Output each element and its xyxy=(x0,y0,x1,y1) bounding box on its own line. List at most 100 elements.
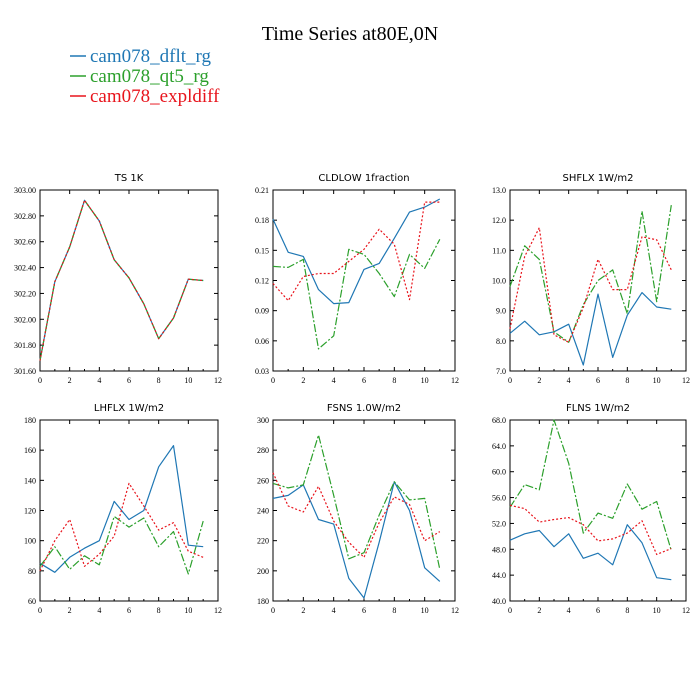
y-tick-label: 160 xyxy=(24,446,36,455)
series-line xyxy=(39,445,204,573)
y-tick-label: 52.0 xyxy=(492,519,506,528)
y-tick-label: 13.0 xyxy=(492,186,506,195)
x-tick-label: 8 xyxy=(625,376,629,385)
x-tick-label: 0 xyxy=(271,376,275,385)
x-tick-label: 2 xyxy=(301,376,305,385)
y-tick-label: 301.80 xyxy=(14,341,36,350)
x-tick-label: 2 xyxy=(68,376,72,385)
y-tick-label: 68.0 xyxy=(492,416,506,425)
chart-panel: FSNS 1.0W/m2 0 2 4 6 8 10 12 180 200 220 240 260 280 3… xyxy=(257,403,459,615)
x-tick-label: 6 xyxy=(127,606,131,615)
y-tick-label: 300 xyxy=(257,416,269,425)
legend-label: cam078_qt5_rg xyxy=(90,66,209,87)
series-line xyxy=(39,199,204,361)
x-tick-label: 10 xyxy=(421,376,429,385)
x-tick-label: 4 xyxy=(567,606,571,615)
series-line xyxy=(509,205,672,343)
x-tick-label: 10 xyxy=(184,376,192,385)
legend: cam078_dflt_rg cam078_qt5_rg cam078_expl… xyxy=(70,46,220,107)
chart-panel: LHFLX 1W/m2 0 2 4 6 8 10 12 60 80 100 120 140 160 180 xyxy=(24,403,222,615)
x-tick-label: 0 xyxy=(38,606,42,615)
y-tick-label: 140 xyxy=(24,476,36,485)
legend-label: cam078_expldiff xyxy=(90,86,220,107)
y-tick-label: 280 xyxy=(257,446,269,455)
x-tick-label: 10 xyxy=(653,606,661,615)
legend-entry: cam078_qt5_rg xyxy=(70,66,209,87)
panel-title: SHFLX 1W/m2 xyxy=(563,173,634,184)
x-tick-label: 6 xyxy=(362,606,366,615)
panel-title: CLDLOW 1fraction xyxy=(318,173,409,184)
plot-frame xyxy=(272,189,456,372)
x-tick-label: 12 xyxy=(214,376,222,385)
x-tick-label: 6 xyxy=(596,376,600,385)
legend-label: cam078_dflt_rg xyxy=(90,46,212,67)
y-tick-label: 302.80 xyxy=(14,212,36,221)
y-tick-label: 7.0 xyxy=(496,367,506,376)
x-tick-label: 6 xyxy=(362,376,366,385)
y-tick-label: 64.0 xyxy=(492,442,506,451)
y-tick-label: 303.00 xyxy=(14,186,36,195)
series-line xyxy=(272,239,441,350)
x-tick-label: 8 xyxy=(157,606,161,615)
x-tick-label: 10 xyxy=(421,606,429,615)
series-line xyxy=(509,504,672,556)
x-tick-label: 6 xyxy=(596,606,600,615)
x-tick-label: 10 xyxy=(184,606,192,615)
x-tick-label: 0 xyxy=(508,376,512,385)
panel-title: LHFLX 1W/m2 xyxy=(94,403,164,414)
y-tick-label: 0.09 xyxy=(255,307,269,316)
series-line xyxy=(509,227,672,343)
x-tick-label: 8 xyxy=(157,376,161,385)
y-tick-label: 60.0 xyxy=(492,468,506,477)
legend-entry: cam078_expldiff xyxy=(70,86,220,107)
y-tick-label: 0.03 xyxy=(255,367,269,376)
chart-panel: SHFLX 1W/m2 0 2 4 6 8 10 12 7.0 8.0 9.0 10.0 11.0 12.… xyxy=(492,173,690,385)
panel-title: FSNS 1.0W/m2 xyxy=(327,403,401,414)
plot-frame xyxy=(39,419,219,602)
x-tick-label: 4 xyxy=(332,606,336,615)
x-tick-label: 0 xyxy=(508,606,512,615)
chart-panel: CLDLOW 1fraction 0 2 4 6 8 10 12 0.03 0.06 0.09 0.1… xyxy=(255,173,459,385)
plot-frame xyxy=(39,189,219,372)
y-tick-label: 44.0 xyxy=(492,571,506,580)
x-tick-label: 4 xyxy=(97,606,101,615)
y-tick-label: 10.0 xyxy=(492,277,506,286)
series-line xyxy=(39,199,204,361)
y-tick-label: 40.0 xyxy=(492,597,506,606)
series-line xyxy=(272,434,441,570)
y-tick-label: 0.15 xyxy=(255,246,269,255)
panel-title: TS 1K xyxy=(114,173,144,184)
x-tick-label: 4 xyxy=(97,376,101,385)
y-tick-label: 302.60 xyxy=(14,238,36,247)
x-tick-label: 12 xyxy=(214,606,222,615)
panel-title: FLNS 1W/m2 xyxy=(566,403,630,414)
y-tick-label: 0.06 xyxy=(255,337,269,346)
x-tick-label: 12 xyxy=(682,376,690,385)
x-tick-label: 4 xyxy=(332,376,336,385)
y-tick-label: 120 xyxy=(24,507,36,516)
x-tick-label: 2 xyxy=(537,376,541,385)
y-tick-label: 100 xyxy=(24,537,36,546)
y-tick-label: 180 xyxy=(257,597,269,606)
chart-panel: FLNS 1W/m2 0 2 4 6 8 10 12 40.0 44.0 48.0 52.0 56.0 6… xyxy=(492,403,690,615)
x-tick-label: 0 xyxy=(271,606,275,615)
series-line xyxy=(509,419,672,551)
chart-panel: TS 1K 0 2 4 6 8 10 12 301.60 301.80 302.00 302.20 30… xyxy=(14,173,222,385)
y-tick-label: 48.0 xyxy=(492,545,506,554)
x-tick-label: 2 xyxy=(301,606,305,615)
y-tick-label: 12.0 xyxy=(492,216,506,225)
y-tick-label: 0.12 xyxy=(255,277,269,286)
series-line xyxy=(39,515,204,575)
x-tick-label: 4 xyxy=(567,376,571,385)
figure-title: Time Series at80E,0N xyxy=(262,23,438,45)
y-tick-label: 302.00 xyxy=(14,315,36,324)
y-tick-label: 220 xyxy=(257,537,269,546)
y-tick-label: 240 xyxy=(257,507,269,516)
x-tick-label: 12 xyxy=(451,376,459,385)
y-tick-label: 302.20 xyxy=(14,289,36,298)
x-tick-label: 2 xyxy=(537,606,541,615)
x-tick-label: 8 xyxy=(392,606,396,615)
series-line xyxy=(39,482,204,572)
y-tick-label: 301.60 xyxy=(14,367,36,376)
x-tick-label: 8 xyxy=(625,606,629,615)
